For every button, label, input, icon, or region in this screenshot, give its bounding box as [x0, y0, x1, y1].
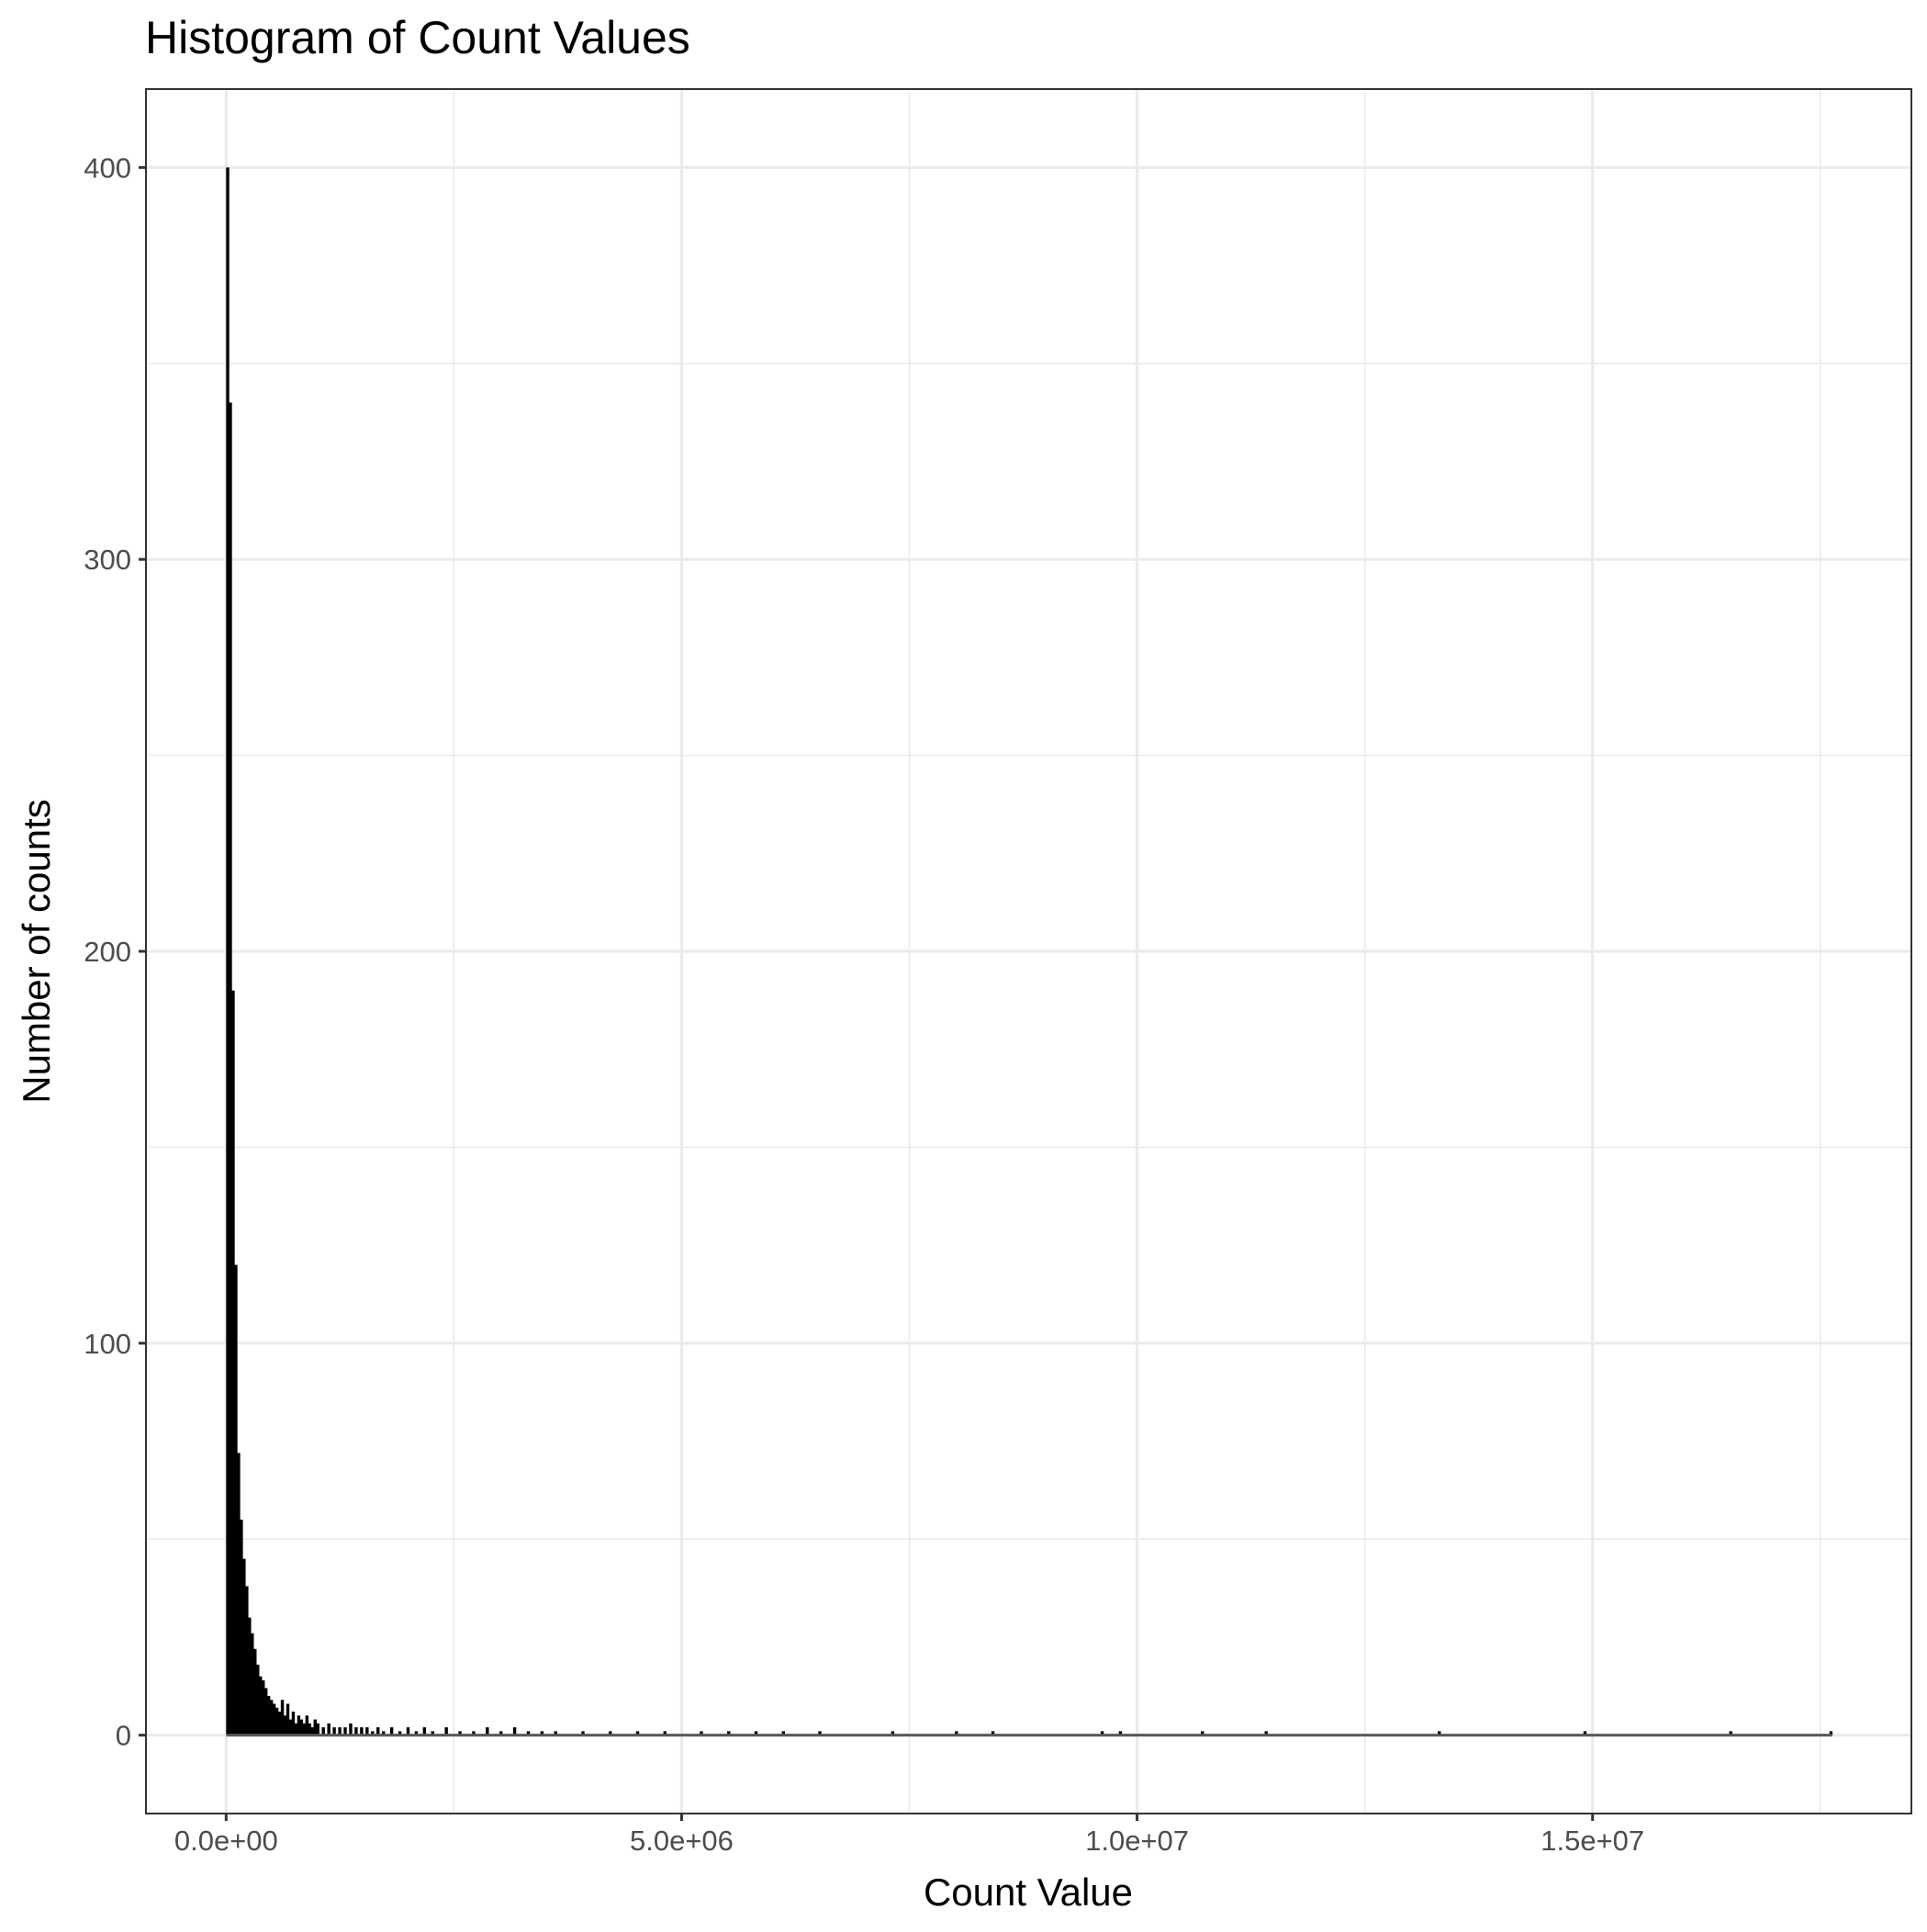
histogram-bars — [226, 167, 1833, 1737]
histogram-bar — [700, 1731, 703, 1735]
histogram-bar — [781, 1731, 785, 1735]
histogram-bar — [512, 1727, 517, 1735]
histogram-bar — [288, 1719, 293, 1735]
histogram-bar — [302, 1723, 307, 1735]
histogram-bar — [253, 1648, 257, 1735]
plot-panel — [145, 88, 1912, 1814]
histogram-bar — [1201, 1731, 1204, 1735]
histogram-bar — [283, 1715, 287, 1735]
y-tick-label: 100 — [84, 1328, 131, 1360]
histogram-bar — [398, 1731, 402, 1735]
histogram-bar — [294, 1723, 298, 1735]
histogram-bar — [240, 1519, 243, 1735]
histogram-bar — [242, 1558, 246, 1735]
histogram-bar — [316, 1723, 319, 1735]
y-tick-label: 200 — [84, 936, 131, 968]
histogram-bar — [269, 1700, 274, 1735]
histogram-bar — [299, 1719, 304, 1735]
histogram-bar — [245, 1586, 249, 1735]
histogram-bar — [389, 1727, 394, 1735]
histogram-bar — [305, 1715, 309, 1735]
histogram-bar — [991, 1731, 995, 1735]
histogram-bar — [286, 1703, 290, 1735]
histogram-bar — [274, 1707, 279, 1735]
y-tick-label: 400 — [84, 152, 131, 184]
x-axis-title: Count Value — [924, 1870, 1133, 1914]
histogram-bar — [321, 1727, 325, 1735]
x-axis-ticks: 0.0e+00 5.0e+06 1.0e+07 1.5e+07 — [174, 1814, 1644, 1857]
histogram-bar — [754, 1731, 758, 1735]
histogram-bar — [1583, 1731, 1587, 1735]
histogram-bar — [663, 1731, 667, 1735]
histogram-bar — [310, 1727, 314, 1735]
x-tick-label: 5.0e+06 — [630, 1825, 734, 1857]
histogram-bar — [406, 1727, 410, 1735]
histogram-bar — [266, 1695, 271, 1735]
histogram-bar — [444, 1727, 448, 1735]
histogram-bar — [1438, 1731, 1441, 1735]
histogram-bar — [609, 1731, 612, 1735]
histogram-bar — [472, 1731, 476, 1735]
histogram-bar — [291, 1712, 296, 1735]
histogram-bar — [891, 1731, 895, 1735]
histogram-bar — [540, 1731, 544, 1735]
histogram-bar — [818, 1731, 822, 1735]
histogram-bar — [234, 1264, 238, 1735]
histogram-bar — [263, 1688, 268, 1735]
histogram-bar — [554, 1731, 557, 1735]
histogram-bar — [262, 1679, 265, 1735]
histogram-bar — [1118, 1731, 1123, 1735]
histogram-bar — [458, 1731, 462, 1735]
chart-title: Histogram of Count Values — [145, 12, 690, 63]
histogram-bar — [431, 1731, 434, 1735]
histogram-bar — [955, 1731, 958, 1735]
x-tick-label: 0.0e+00 — [174, 1825, 278, 1857]
histogram-bar — [1829, 1731, 1833, 1735]
histogram-bar — [486, 1727, 489, 1735]
histogram-bar — [376, 1727, 380, 1735]
histogram-bar — [332, 1727, 336, 1735]
histogram-bar — [360, 1727, 364, 1735]
histogram-bar — [338, 1727, 342, 1735]
histogram-bar — [1100, 1731, 1104, 1735]
histogram-bar — [635, 1731, 640, 1735]
x-tick-label: 1.0e+07 — [1085, 1825, 1189, 1857]
histogram-bar — [237, 1453, 241, 1735]
histogram-bar — [231, 990, 235, 1735]
histogram-bar — [727, 1731, 731, 1735]
histogram-bar — [229, 402, 232, 1735]
histogram-bar — [251, 1633, 254, 1735]
histogram-bar — [280, 1700, 285, 1735]
histogram-bar — [248, 1617, 252, 1735]
histogram-bar — [308, 1723, 312, 1735]
histogram-bar — [297, 1715, 301, 1735]
x-tick-label: 1.5e+07 — [1540, 1825, 1644, 1857]
histogram-bar — [365, 1727, 369, 1735]
histogram-bar — [1264, 1731, 1268, 1735]
histogram-bar — [1729, 1731, 1732, 1735]
histogram-bar — [277, 1712, 282, 1735]
histogram-bar — [313, 1719, 317, 1735]
histogram-bar — [581, 1731, 585, 1735]
histogram-bar — [226, 167, 230, 1735]
histogram-bar — [256, 1664, 260, 1735]
y-axis-ticks: 0 100 200 300 400 — [84, 152, 146, 1752]
histogram-bar — [349, 1723, 353, 1735]
y-tick-label: 0 — [116, 1720, 131, 1752]
histogram-bar — [371, 1731, 375, 1735]
histogram-bar — [343, 1727, 347, 1735]
histogram-bar — [381, 1731, 386, 1735]
histogram-bar — [422, 1727, 427, 1735]
histogram-bar — [272, 1703, 276, 1735]
histogram-bar — [414, 1731, 419, 1735]
histogram-bar — [259, 1676, 263, 1735]
histogram-bar — [327, 1723, 331, 1735]
y-tick-label: 300 — [84, 544, 131, 576]
histogram-bar — [354, 1727, 358, 1735]
histogram-bar — [526, 1731, 531, 1735]
y-axis-title: Number of counts — [15, 799, 58, 1104]
histogram-bar — [499, 1731, 503, 1735]
